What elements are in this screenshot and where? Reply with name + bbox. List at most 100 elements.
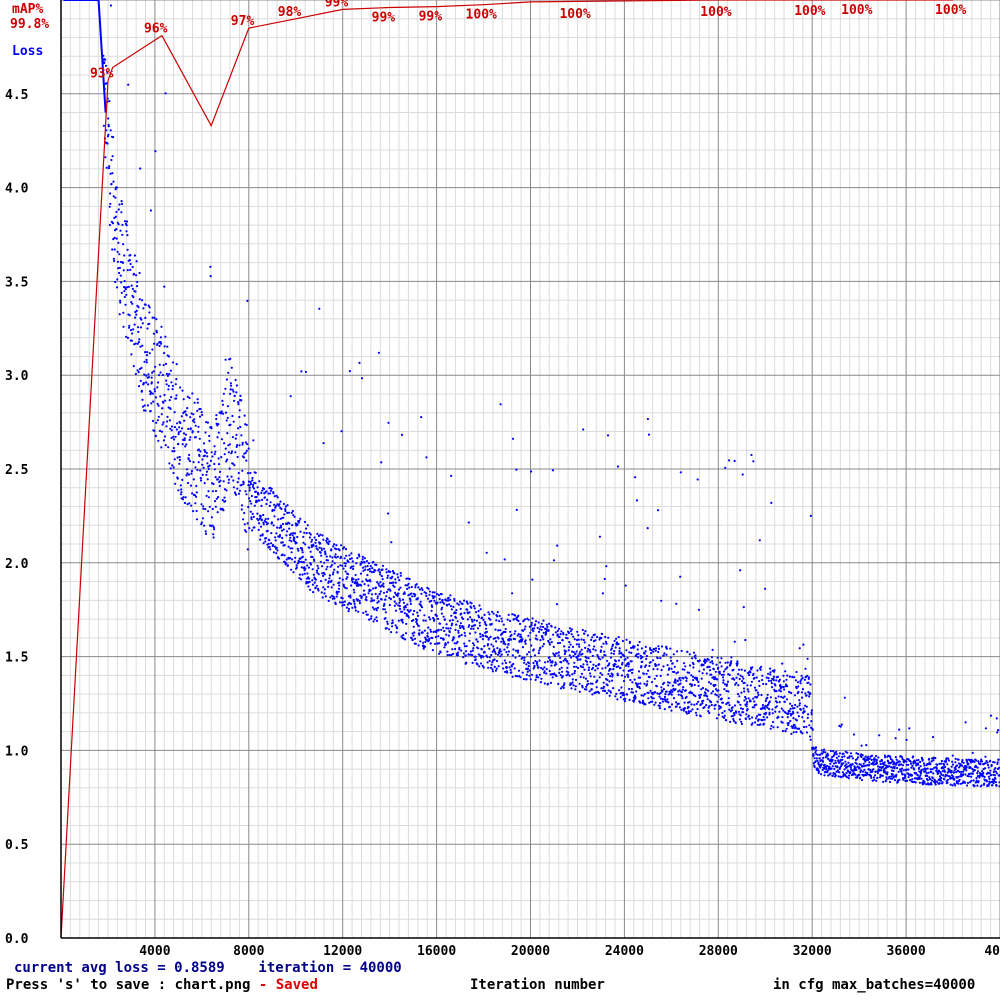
loss-point <box>437 628 440 631</box>
loss-point <box>272 524 275 527</box>
loss-point <box>213 462 216 466</box>
loss-point <box>714 683 717 687</box>
loss-point <box>760 665 763 668</box>
loss-point <box>746 708 749 711</box>
loss-point <box>273 515 276 518</box>
loss-point <box>420 416 423 419</box>
loss-point <box>504 630 507 634</box>
loss-point <box>895 763 898 766</box>
loss-point <box>438 597 441 601</box>
loss-point <box>735 676 738 679</box>
loss-point <box>387 512 390 515</box>
loss-point <box>133 323 136 326</box>
loss-point <box>477 610 480 613</box>
loss-point <box>708 711 711 715</box>
loss-point <box>620 651 623 654</box>
loss-point <box>768 700 771 703</box>
loss-point <box>306 524 309 527</box>
loss-point <box>389 589 392 592</box>
loss-point <box>737 701 740 704</box>
loss-point <box>614 660 618 663</box>
loss-point <box>718 670 721 673</box>
loss-point <box>510 592 514 595</box>
loss-point <box>165 379 168 382</box>
loss-point <box>221 499 224 502</box>
loss-point <box>689 710 692 713</box>
loss-point <box>573 661 576 664</box>
loss-point <box>566 637 569 640</box>
loss-point <box>150 376 153 379</box>
loss-point <box>391 625 394 628</box>
loss-point <box>701 672 704 675</box>
loss-point <box>873 758 877 761</box>
loss-point <box>306 572 309 575</box>
loss-point <box>835 753 838 756</box>
loss-point <box>148 306 151 309</box>
loss-point <box>746 684 749 687</box>
loss-point <box>483 651 486 654</box>
loss-point <box>168 399 171 402</box>
loss-point <box>837 775 840 778</box>
loss-point <box>672 697 676 700</box>
loss-point <box>183 501 187 505</box>
loss-point <box>560 630 563 633</box>
loss-point <box>262 542 265 545</box>
loss-point <box>111 222 114 225</box>
loss-point <box>525 678 528 681</box>
loss-point <box>335 544 338 547</box>
loss-point <box>145 381 148 384</box>
loss-point <box>658 704 661 708</box>
loss-point <box>809 683 812 686</box>
loss-point <box>749 671 752 674</box>
loss-point <box>208 434 211 438</box>
loss-point <box>531 617 534 620</box>
loss-point <box>769 673 772 676</box>
loss-point <box>585 685 588 688</box>
loss-point <box>382 591 386 594</box>
loss-point <box>205 494 208 497</box>
loss-point <box>528 662 531 665</box>
loss-point <box>868 757 871 760</box>
loss-point <box>556 544 559 547</box>
loss-point <box>162 364 165 367</box>
loss-point <box>379 581 382 584</box>
loss-point <box>685 695 688 699</box>
loss-point <box>762 722 766 725</box>
loss-point <box>422 641 425 644</box>
loss-point <box>131 287 134 290</box>
loss-point <box>409 609 412 612</box>
loss-point <box>230 452 233 455</box>
loss-point <box>394 591 397 595</box>
loss-point <box>898 760 902 763</box>
loss-point <box>641 699 645 702</box>
map-point-label: 98% <box>278 5 302 20</box>
loss-point <box>660 668 663 672</box>
loss-point <box>790 704 794 708</box>
loss-point <box>710 656 714 659</box>
loss-point <box>367 584 370 587</box>
loss-point <box>598 676 601 679</box>
loss-point <box>337 565 340 568</box>
loss-point <box>293 537 296 540</box>
loss-point <box>469 650 472 653</box>
loss-point <box>845 776 849 779</box>
loss-point <box>308 531 311 535</box>
loss-point <box>670 693 673 696</box>
loss-point <box>531 578 534 581</box>
loss-point <box>861 770 865 773</box>
loss-point <box>629 678 632 682</box>
loss-point <box>667 684 670 687</box>
loss-point <box>489 666 493 669</box>
loss-point <box>722 681 725 684</box>
loss-point <box>298 519 301 522</box>
loss-point <box>776 675 780 678</box>
loss-point <box>327 599 330 603</box>
loss-point <box>269 489 272 492</box>
loss-point <box>268 492 272 495</box>
loss-point <box>116 250 119 253</box>
loss-point <box>258 499 261 502</box>
loss-point <box>292 514 295 517</box>
loss-point <box>838 752 842 755</box>
loss-point <box>736 660 739 663</box>
loss-point <box>803 710 806 713</box>
